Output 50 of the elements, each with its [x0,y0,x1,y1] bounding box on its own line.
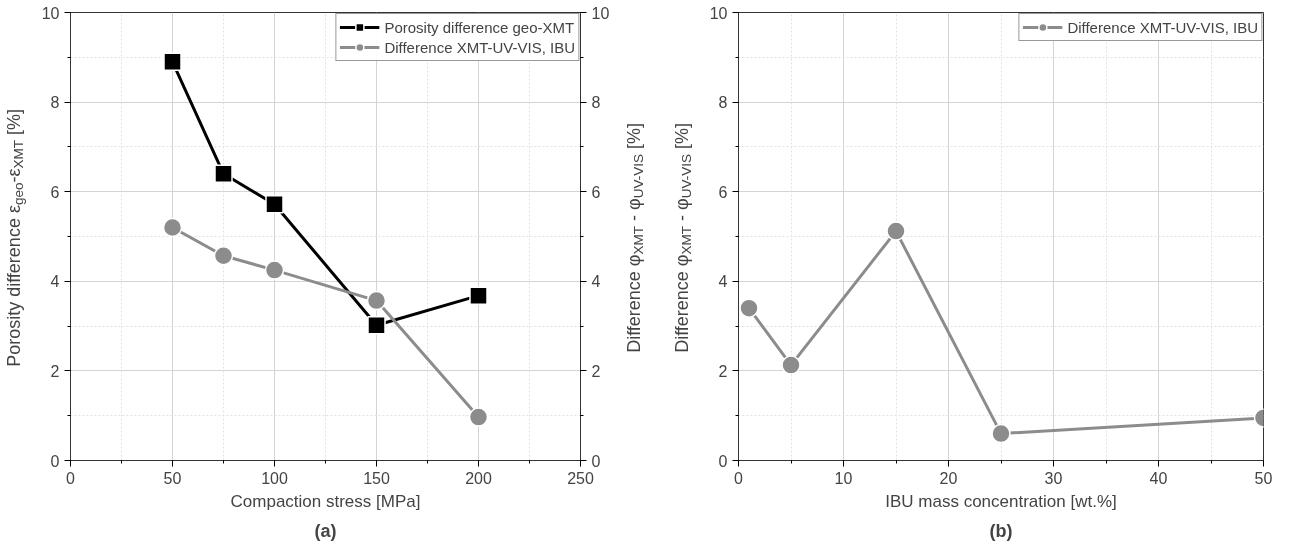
point [265,194,284,214]
x-tick-label: 250 [567,469,594,487]
y2-tick-label: 6 [591,183,601,201]
x-tick-label: 50 [1254,469,1273,487]
point [213,246,234,266]
point [264,260,285,280]
y-tick-label: 8 [718,94,728,112]
point [468,407,489,427]
point [162,217,183,238]
y-tick-label: 0 [50,452,60,470]
y2-tick-label: 2 [591,362,601,380]
point [366,290,387,311]
x-tick-label: 200 [465,469,492,487]
y-tick-label: 6 [718,183,728,201]
y-tick-label: 4 [50,273,60,291]
y-tick-label: 10 [41,4,60,22]
point [367,315,386,335]
x-tick-label: 10 [834,469,853,487]
x-tick-label: 50 [163,469,182,487]
y-tick-label: 6 [50,183,60,201]
y-tick-label: 2 [50,362,60,380]
y-tick-label: 0 [718,452,728,470]
legend-label: Difference XMT-UV-VIS, IBU [1067,18,1258,36]
text: (a) [314,520,337,541]
x-tick-label: 150 [363,469,390,487]
text: (b) [989,520,1013,541]
y2-tick-label: 10 [591,4,610,22]
legend-label: Difference XMT-UV-VIS, IBU [384,38,575,56]
x-axis-title: IBU mass concentration [wt.%] [885,491,1117,511]
x-tick-label: 0 [734,469,744,487]
x-tick-label: 0 [66,469,76,487]
point [886,221,906,241]
point [469,286,488,305]
y-tick-label: 2 [718,362,728,380]
x-tick-label: 30 [1044,469,1063,487]
y-tick-label: 4 [718,273,728,291]
point [781,355,801,375]
y-tick-label: 10 [709,4,728,22]
x-tick-label: 40 [1149,469,1168,487]
x-tick-label: 100 [261,469,288,487]
y2-tick-label: 4 [591,273,601,291]
y2-tick-label: 0 [591,452,601,470]
point [214,164,233,184]
x-axis-title: Compaction stress [MPa] [230,491,421,511]
point [163,52,182,72]
x-tick-label: 20 [939,469,958,487]
y-tick-label: 8 [50,94,60,112]
legend-label: Porosity difference geo-XMT [384,18,575,36]
point [739,298,759,318]
y2-tick-label: 8 [591,94,601,112]
